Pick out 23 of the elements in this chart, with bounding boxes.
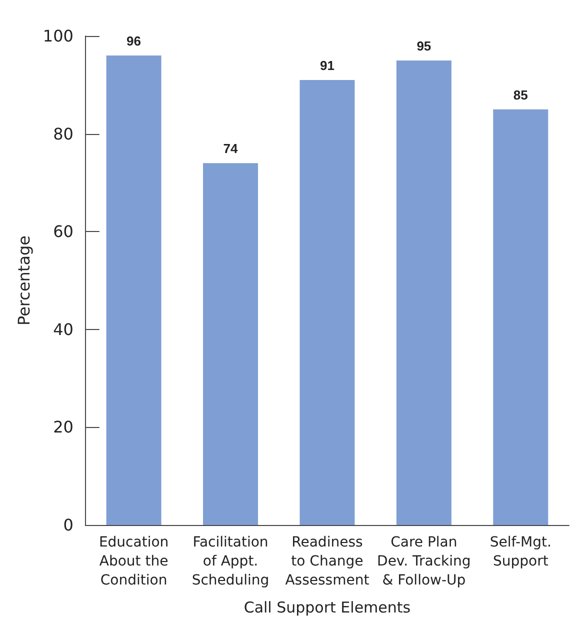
bar (106, 56, 162, 525)
bar (203, 163, 258, 525)
y-tick-label: 100 (42, 26, 74, 46)
data-label: 95 (416, 38, 432, 54)
bar (493, 109, 548, 525)
y-axis-title: Percentage (14, 235, 34, 326)
x-axis-title: Call Support Elements (244, 598, 411, 616)
x-tick-label: Facilitation of Appt. Scheduling (192, 534, 270, 588)
y-tick-label: 0 (63, 516, 74, 534)
data-label: 74 (223, 141, 239, 156)
bar (396, 60, 452, 525)
y-tick-label: 80 (53, 124, 74, 144)
bar (300, 80, 355, 525)
y-tick-label: 60 (53, 222, 74, 242)
x-tick-label: Self-Mgt. Support (490, 534, 552, 570)
x-tick-label: Education About the Condition (98, 534, 169, 588)
x-tick-label: Readiness to Change Assessment (285, 534, 370, 588)
y-tick-label: 20 (53, 418, 74, 437)
data-label: 96 (126, 34, 142, 49)
data-label: 91 (320, 58, 334, 74)
x-tick-label: Care Plan Dev. Tracking & Follow-Up (377, 534, 471, 588)
y-tick-label: 40 (53, 320, 74, 339)
data-label: 85 (513, 87, 528, 102)
